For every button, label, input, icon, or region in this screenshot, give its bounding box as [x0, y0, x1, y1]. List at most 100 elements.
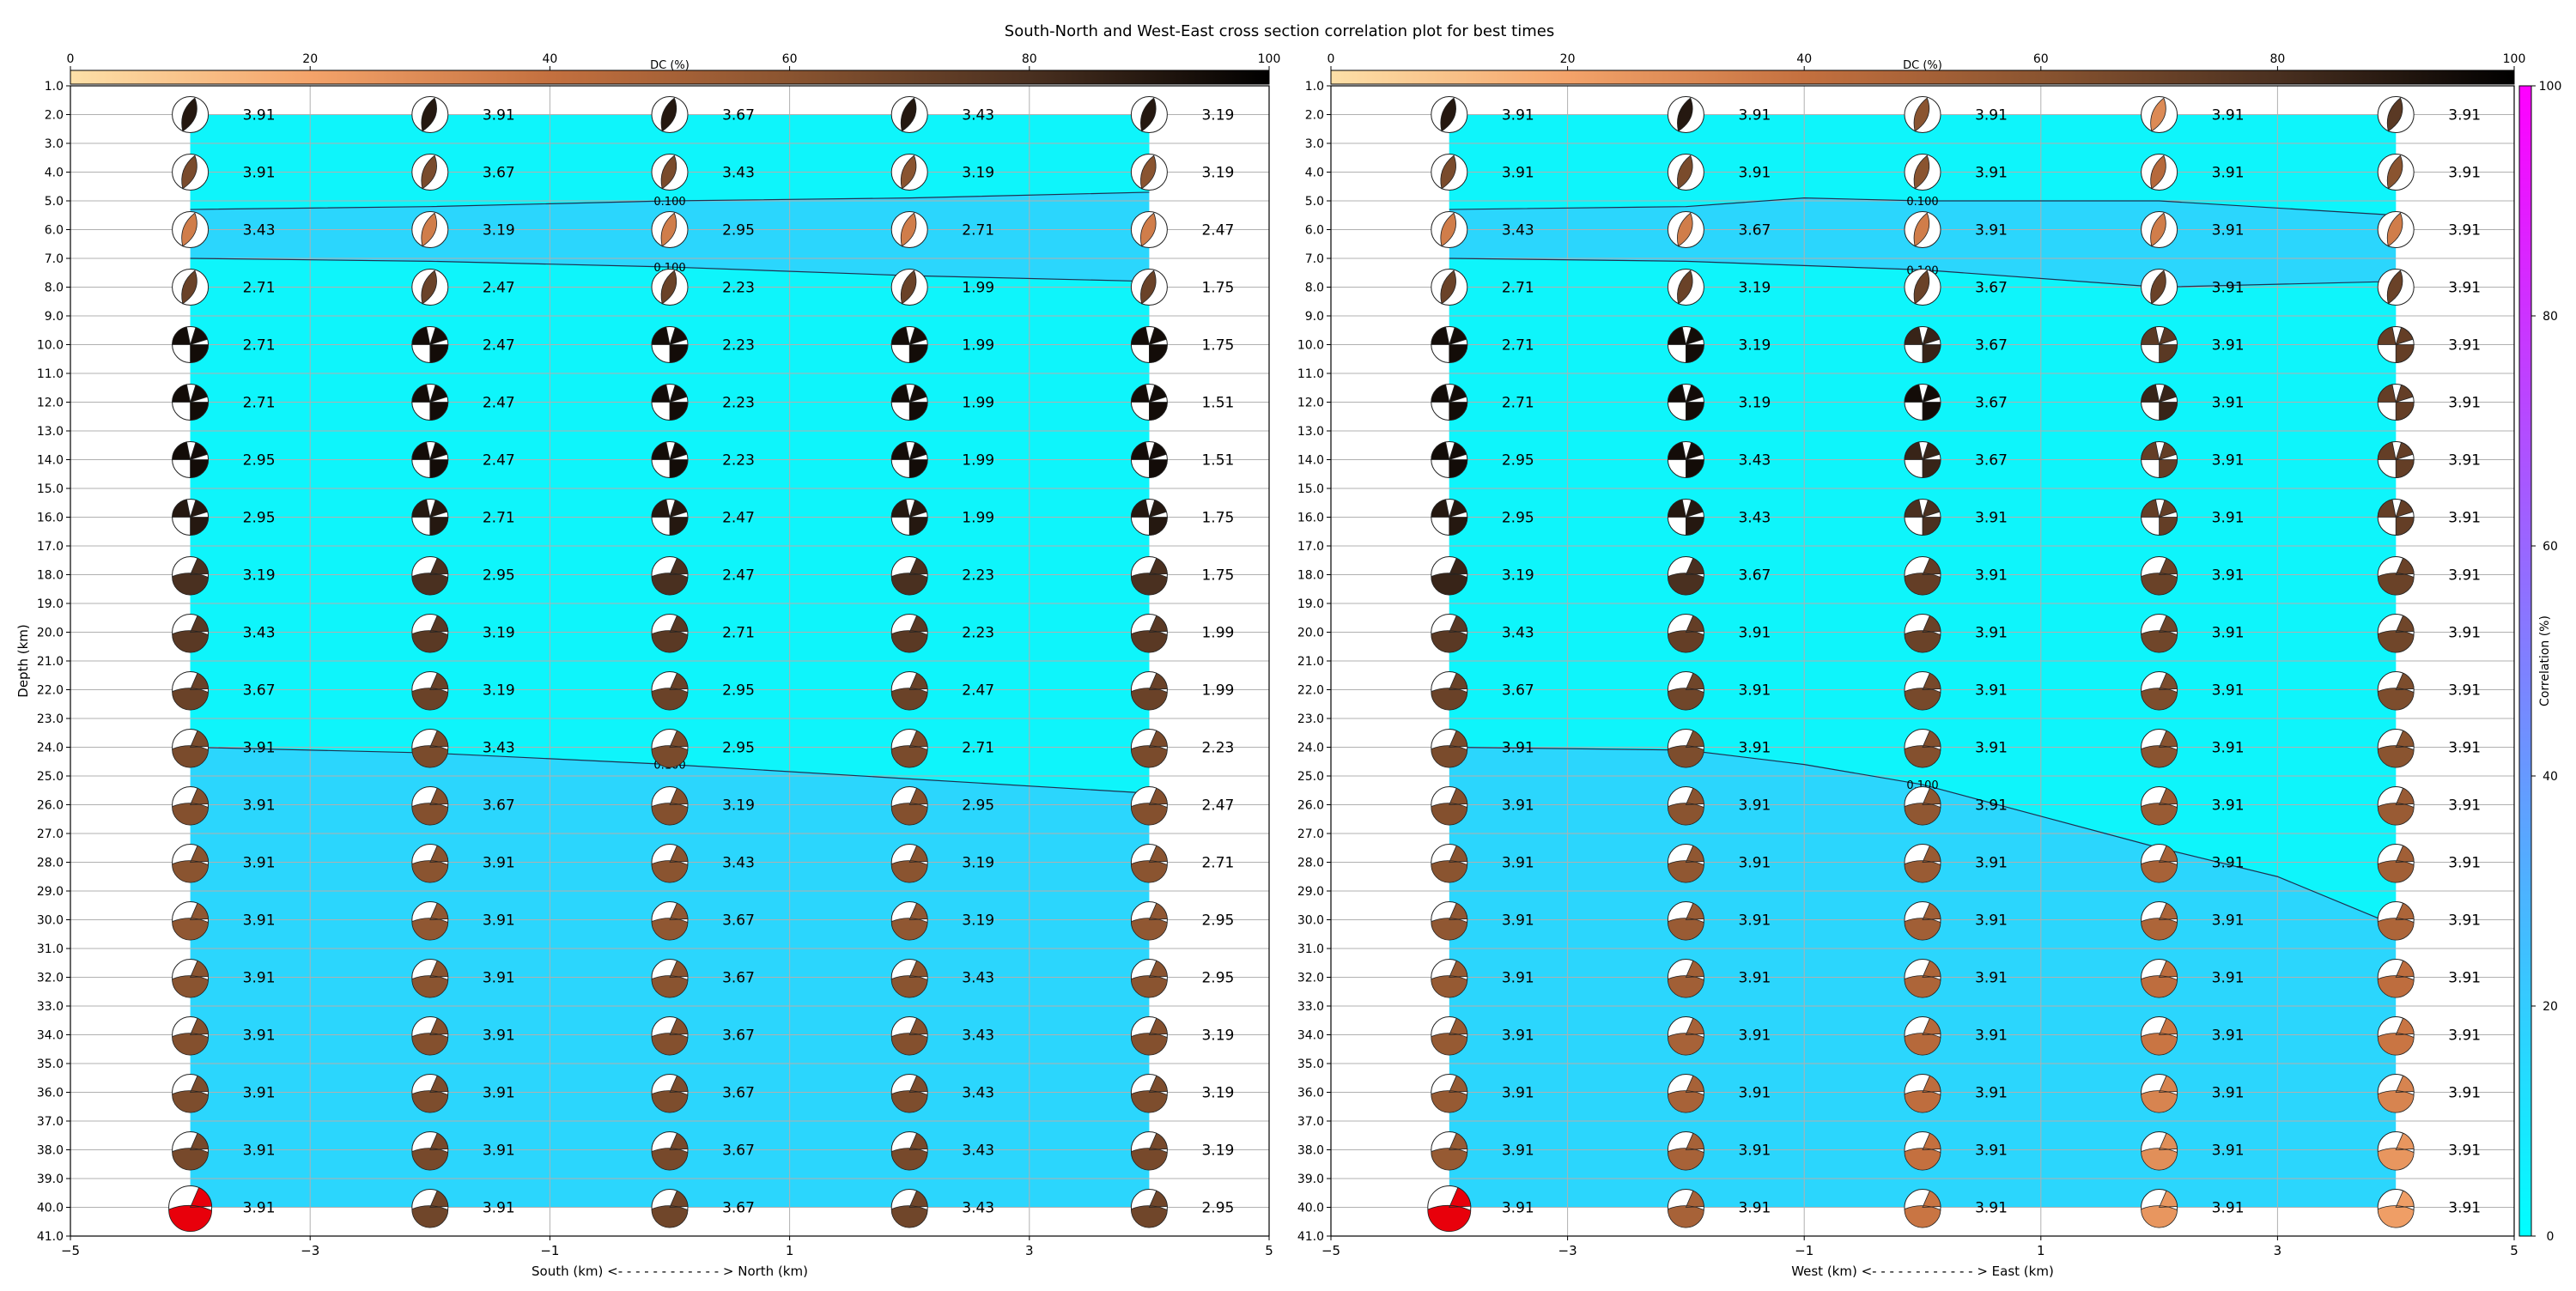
beachball: [1130, 1131, 1168, 1171]
magnitude-label: 3.91: [1975, 740, 2008, 757]
beachball: [1427, 1185, 1472, 1232]
beachball: [2377, 901, 2415, 941]
magnitude-label: 3.67: [722, 970, 755, 987]
beachball-compressional: [2377, 1017, 2415, 1056]
magnitude-label: 3.19: [1738, 395, 1771, 412]
y-tick-label: 39.0: [37, 1173, 64, 1186]
beachball: [1667, 1189, 1704, 1228]
x-axis-label: South (km) <- - - - - - - - - - - - > No…: [532, 1264, 808, 1279]
beachball: [411, 729, 449, 768]
beachball: [1431, 844, 1468, 883]
y-tick-label: 30.0: [1297, 914, 1324, 928]
magnitude-label: 3.91: [2448, 855, 2481, 872]
beachball: [1667, 786, 1704, 826]
magnitude-label: 3.91: [1738, 625, 1771, 642]
beachball: [890, 1016, 928, 1056]
beachball-compressional: [2141, 1075, 2178, 1113]
beachball-compressional: [890, 1017, 928, 1056]
beachball: [172, 211, 210, 248]
magnitude-label: 3.91: [483, 1200, 515, 1217]
magnitude-label: 3.91: [2448, 1085, 2481, 1102]
beachball-compressional: [1667, 384, 1704, 421]
beachball-compressional: [1913, 155, 1930, 190]
magnitude-label: 3.91: [2212, 740, 2245, 757]
beachball: [2141, 786, 2178, 826]
beachball: [890, 1131, 928, 1171]
beachball-compressional: [1130, 960, 1168, 998]
magnitude-label: 1.99: [962, 510, 994, 527]
beachball-compressional: [172, 730, 210, 768]
magnitude-label: 2.47: [1201, 797, 1234, 815]
beachball: [2141, 384, 2178, 421]
beachball: [1431, 959, 1468, 998]
magnitude-label: 3.91: [2448, 395, 2481, 412]
beachball-compressional: [181, 270, 197, 305]
y-tick-label: 31.0: [1297, 942, 1324, 956]
y-tick-label: 14.0: [37, 454, 64, 468]
beachball: [2377, 959, 2415, 998]
beachball: [172, 1016, 210, 1056]
beachball-compressional: [2377, 730, 2415, 768]
magnitude-label: 3.91: [2212, 280, 2245, 297]
x-tick-label: −5: [1321, 1243, 1340, 1258]
y-tick-label: 26.0: [1297, 799, 1324, 813]
dc-colorbar-tick-label: 40: [1796, 52, 1812, 66]
y-tick-label: 28.0: [37, 857, 64, 870]
magnitude-label: 3.91: [1738, 107, 1771, 124]
magnitude-label: 3.91: [2448, 1027, 2481, 1045]
dc-colorbar-tick-label: 0: [67, 52, 75, 66]
magnitude-label: 3.91: [2448, 280, 2481, 297]
beachball-compressional: [651, 384, 689, 421]
beachball: [651, 1016, 689, 1056]
beachball: [172, 384, 210, 421]
beachball: [651, 441, 689, 478]
beachball: [2141, 1131, 2178, 1171]
magnitude-label: 3.91: [2212, 625, 2245, 642]
beachball: [651, 671, 689, 711]
beachball-compressional: [2377, 902, 2415, 941]
beachball: [172, 614, 210, 653]
magnitude-label: 2.71: [962, 222, 994, 239]
beachball-compressional: [172, 787, 210, 826]
beachball: [172, 269, 210, 306]
x-axis-label: West (km) <- - - - - - - - - - - - > Eas…: [1791, 1264, 2054, 1279]
beachball: [411, 1074, 449, 1113]
beachball-compressional: [181, 97, 197, 132]
magnitude-label: 3.91: [1975, 1085, 2008, 1102]
magnitude-label: 3.19: [962, 912, 994, 930]
beachball: [2141, 1189, 2178, 1228]
magnitude-label: 2.23: [722, 280, 755, 297]
beachball: [2141, 959, 2178, 998]
beachball: [172, 441, 210, 478]
magnitude-label: 3.91: [1738, 1200, 1771, 1217]
beachball: [2377, 844, 2415, 883]
magnitude-label: 2.95: [1201, 970, 1234, 987]
beachball-compressional: [172, 1132, 210, 1171]
beachball-compressional: [660, 270, 677, 305]
beachball-compressional: [1431, 499, 1468, 536]
magnitude-label: 3.91: [2212, 797, 2245, 815]
beachball: [890, 211, 928, 248]
magnitude-label: 2.95: [1201, 1200, 1234, 1217]
magnitude-label: 2.23: [962, 625, 994, 642]
beachball: [651, 901, 689, 941]
beachball: [1130, 901, 1168, 941]
magnitude-label: 3.91: [243, 1143, 276, 1160]
beachball: [2377, 269, 2415, 306]
magnitude-label: 3.91: [483, 1085, 515, 1102]
beachball: [651, 844, 689, 883]
beachball: [2141, 499, 2178, 536]
beachball-compressional: [1904, 1132, 1941, 1171]
beachball-compressional: [1130, 1132, 1168, 1171]
contour-label: 0.100: [653, 196, 685, 209]
beachball-compressional: [900, 97, 917, 132]
beachball-compressional: [2141, 1190, 2178, 1228]
beachball: [411, 441, 449, 478]
beachball: [1431, 1131, 1468, 1171]
contour-line: [190, 191, 1150, 210]
beachball: [890, 844, 928, 883]
magnitude-label: 3.91: [1502, 1085, 1534, 1102]
dc-colorbar-label: DC (%): [650, 59, 690, 72]
y-tick-label: 22.0: [1297, 684, 1324, 698]
beachball: [1667, 959, 1704, 998]
